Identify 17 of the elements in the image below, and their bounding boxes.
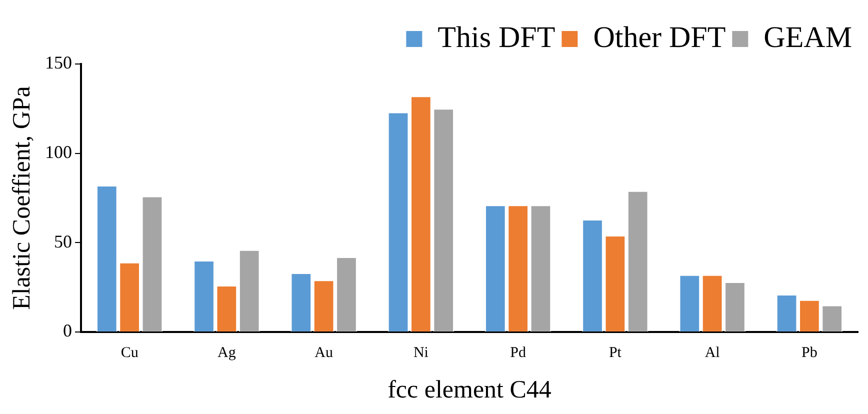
x-tick-label: Pt [608,344,622,361]
y-axis-title: Elastic Coeffient, GPa [8,86,36,310]
x-tick-label: Al [704,344,720,361]
x-tick-label: Au [314,344,334,361]
x-tick-label: Ni [413,344,428,361]
x-tick-label: Ag [218,344,236,361]
legend-label: Other DFT [593,20,726,54]
x-axis-title: fcc element C44 [388,376,552,404]
y-tick-label: 0 [63,320,72,341]
legend-label: GEAM [764,20,852,54]
x-tick-label: Pb [802,344,818,361]
x-tick-label: Pd [510,344,526,361]
y-tick-label: 100 [45,142,72,162]
y-tick-label: 50 [54,231,72,252]
y-tick-label: 150 [45,52,72,73]
legend-label: This DFT [438,20,556,54]
x-tick-label: Cu [120,344,139,361]
